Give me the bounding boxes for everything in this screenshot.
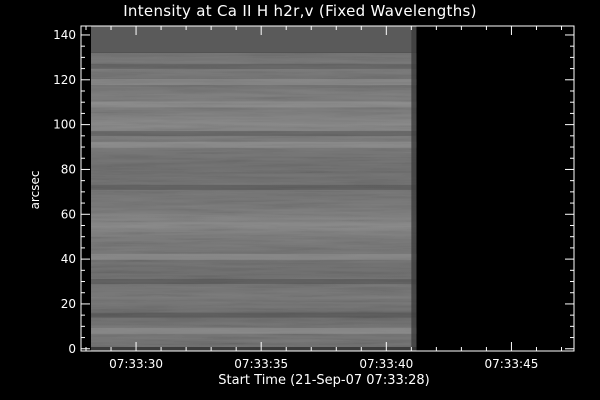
y-tick-label: 80: [61, 162, 76, 176]
x-tick-label: 07:33:40: [359, 357, 413, 371]
scan-right-edge: [411, 26, 417, 351]
heatmap-image: [81, 26, 574, 352]
bright-band: [91, 253, 417, 260]
y-tick-label: 100: [53, 118, 76, 132]
intensity-texture: [91, 52, 417, 352]
y-tick-label: 40: [61, 252, 76, 266]
scan-bottom-edge: [91, 347, 417, 351]
chart-title: Intensity at Ca II H h2r,v (Fixed Wavele…: [123, 2, 477, 20]
dark-band: [91, 279, 417, 285]
dark-band: [91, 63, 417, 69]
ticks: 0 20 40 60 80 100 120 140 07:33:30 07:33:35 07:33:…: [53, 26, 574, 371]
x-tick-label: 07:33:35: [234, 357, 288, 371]
x-axis-label: Start Time (21-Sep-07 07:33:28): [218, 373, 430, 388]
y-tick-label: 0: [68, 342, 76, 356]
x-tick-label: 07:33:30: [109, 357, 163, 371]
dark-band: [91, 312, 417, 318]
axes-frame: [80, 25, 575, 352]
dark-band: [91, 184, 417, 190]
bright-band: [91, 327, 417, 334]
dark-band: [91, 131, 417, 137]
saturated-top-strip: [91, 26, 417, 53]
y-tick-label: 120: [53, 73, 76, 87]
y-tick-label: 20: [61, 297, 76, 311]
y-tick-label: 140: [53, 28, 76, 42]
bright-band: [91, 101, 417, 108]
bright-band: [91, 141, 417, 148]
x-tick-label: 07:33:45: [484, 357, 538, 371]
y-tick-label: 60: [61, 207, 76, 221]
bright-band: [91, 79, 417, 86]
axes: [80, 25, 575, 352]
